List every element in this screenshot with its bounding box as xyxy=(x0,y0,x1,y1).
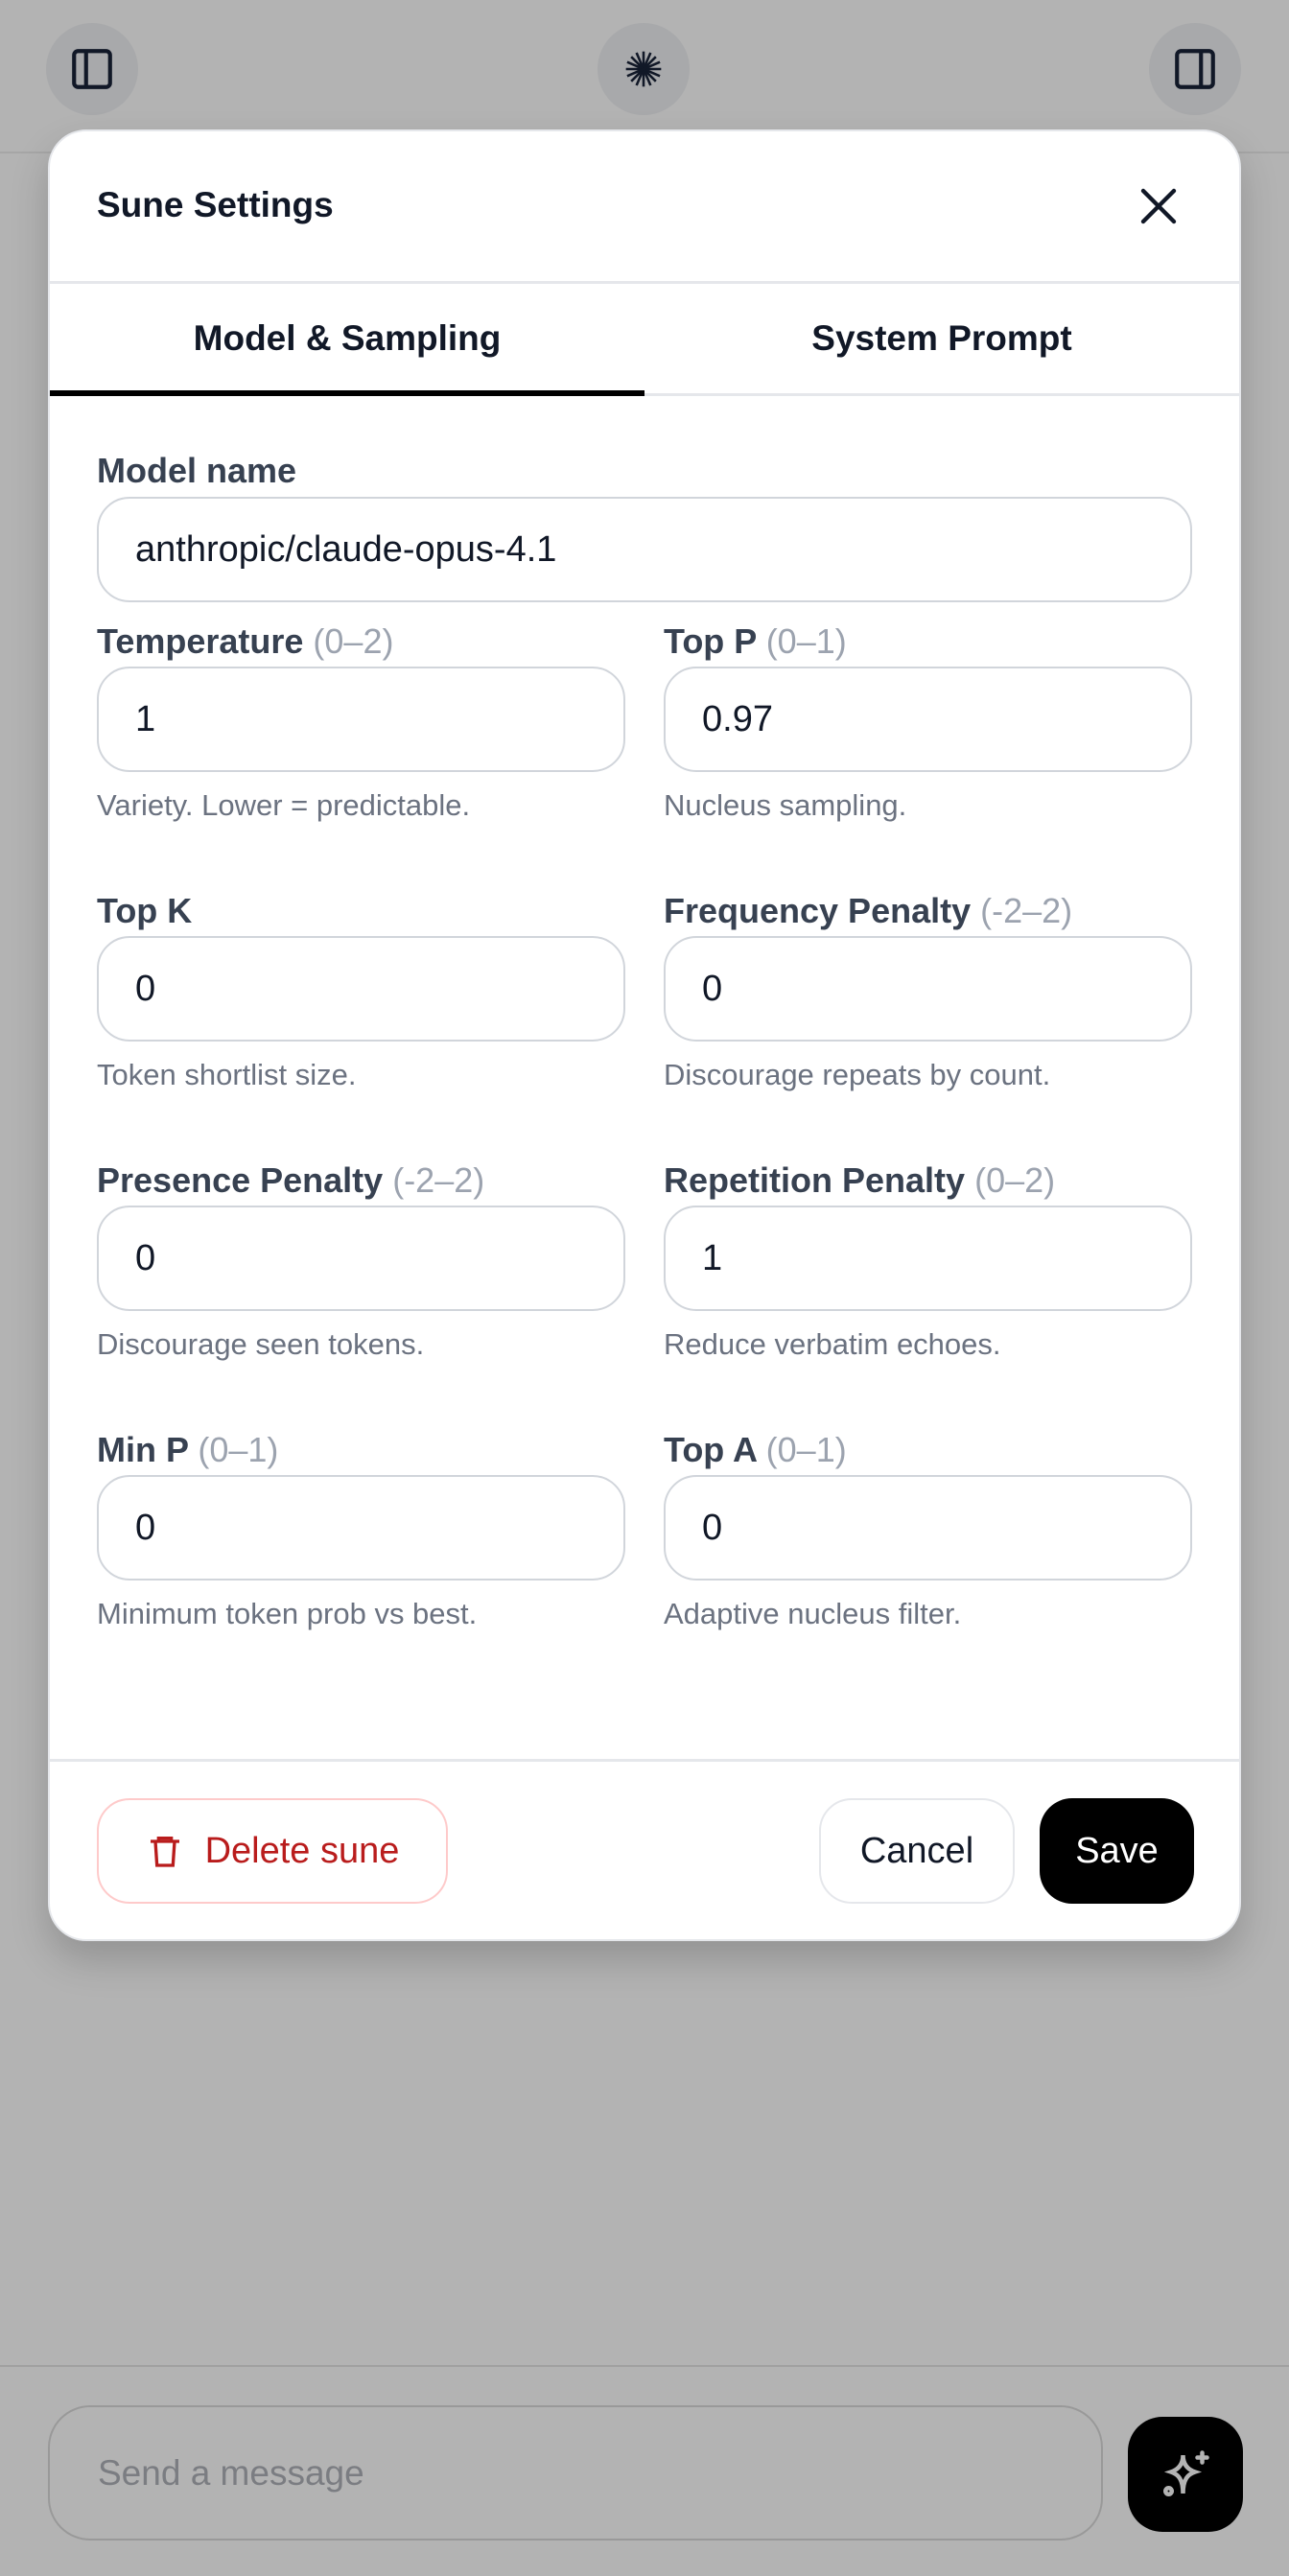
field-label: Frequency Penalty (-2–2) xyxy=(664,891,1072,931)
delete-sune-button[interactable]: Delete sune xyxy=(97,1798,448,1904)
save-button[interactable]: Save xyxy=(1040,1798,1194,1904)
field-range: (0–2) xyxy=(974,1160,1056,1200)
field-input[interactable]: 0 xyxy=(97,1206,625,1311)
delete-label: Delete sune xyxy=(204,1830,400,1871)
field-label-text: Repetition Penalty xyxy=(664,1160,966,1200)
field-label: Min P (0–1) xyxy=(97,1430,278,1470)
field-label-text: Presence Penalty xyxy=(97,1160,384,1200)
field-label-text: Top A xyxy=(664,1430,757,1469)
field-label: Top A (0–1) xyxy=(664,1430,847,1470)
field-input[interactable]: 0 xyxy=(664,936,1192,1042)
toggle-left-sidebar-button[interactable] xyxy=(46,23,138,115)
field-input[interactable]: 0 xyxy=(664,1475,1192,1581)
field-input[interactable]: 0 xyxy=(97,1475,625,1581)
field-label: Top P (0–1) xyxy=(664,621,847,662)
field-help-text: Reduce verbatim echoes. xyxy=(664,1327,1001,1361)
field-range: (0–1) xyxy=(765,621,847,661)
tab-model-sampling[interactable]: Model & Sampling xyxy=(50,284,644,396)
field-help-text: Discourage repeats by count. xyxy=(664,1058,1051,1091)
field-input[interactable]: 0.97 xyxy=(664,667,1192,772)
field-label: Repetition Penalty (0–2) xyxy=(664,1160,1055,1201)
model-name-label: Model name xyxy=(97,451,297,490)
sidebar-right-icon xyxy=(1175,49,1215,89)
field-range: (0–2) xyxy=(313,621,394,661)
field-label-text: Min P xyxy=(97,1430,189,1469)
field-input[interactable]: 0 xyxy=(97,936,625,1042)
model-name-input[interactable]: anthropic/claude-opus-4.1 xyxy=(97,497,1192,602)
field-range: (0–1) xyxy=(198,1430,279,1469)
tab-system-prompt[interactable]: System Prompt xyxy=(811,318,1072,358)
modal-title: Sune Settings xyxy=(97,185,334,224)
message-input[interactable]: Send a message xyxy=(48,2405,1103,2541)
field-label: Top K xyxy=(97,891,192,931)
field-label: Temperature (0–2) xyxy=(97,621,393,662)
field-label-text: Frequency Penalty xyxy=(664,891,972,930)
settings-modal: Sune Settings Model & Sampling System Pr… xyxy=(48,129,1241,1941)
logo-button[interactable] xyxy=(598,23,690,115)
field-range: (-2–2) xyxy=(980,891,1073,930)
field-help-text: Nucleus sampling. xyxy=(664,788,907,822)
field-label-text: Top P xyxy=(664,621,757,661)
field-label: Presence Penalty (-2–2) xyxy=(97,1160,484,1201)
modal-header: Sune Settings xyxy=(50,131,1239,284)
sidebar-left-icon xyxy=(72,49,112,89)
tab-bar: Model & Sampling System Prompt xyxy=(50,284,1239,396)
field-range: (-2–2) xyxy=(392,1160,485,1200)
close-icon[interactable] xyxy=(1136,183,1182,229)
field-help-text: Variety. Lower = predictable. xyxy=(97,788,471,822)
composer-bar: Send a message xyxy=(0,2365,1289,2576)
field-input[interactable]: 1 xyxy=(97,667,625,772)
top-bar xyxy=(0,0,1289,153)
field-label-text: Top K xyxy=(97,891,193,930)
field-help-text: Token shortlist size. xyxy=(97,1058,357,1091)
modal-footer: Delete sune Cancel Save xyxy=(50,1759,1239,1939)
field-help-text: Discourage seen tokens. xyxy=(97,1327,425,1361)
field-label-text: Temperature xyxy=(97,621,304,661)
starburst-logo-icon xyxy=(625,51,662,87)
toggle-right-sidebar-button[interactable] xyxy=(1149,23,1241,115)
field-help-text: Minimum token prob vs best. xyxy=(97,1597,478,1630)
trash-icon xyxy=(150,1837,179,1867)
sparkles-icon xyxy=(1163,2450,1209,2497)
cancel-button[interactable]: Cancel xyxy=(819,1798,1015,1904)
field-input[interactable]: 1 xyxy=(664,1206,1192,1311)
field-range: (0–1) xyxy=(765,1430,847,1469)
send-button[interactable] xyxy=(1128,2417,1243,2532)
field-help-text: Adaptive nucleus filter. xyxy=(664,1597,962,1630)
